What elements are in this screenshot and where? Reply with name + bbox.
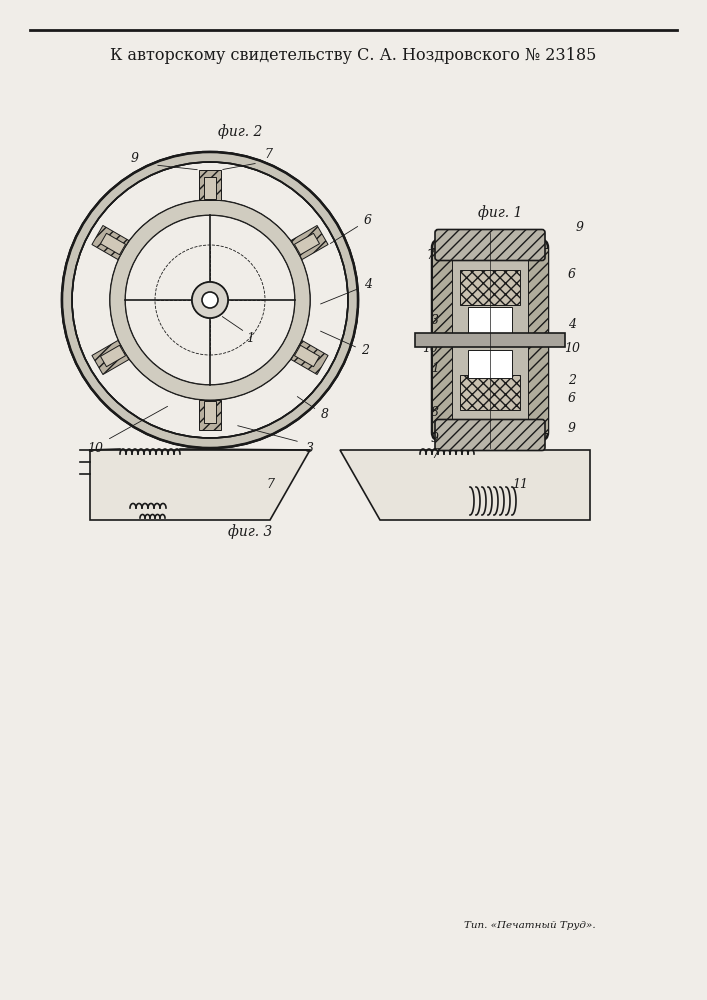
Text: 7: 7 <box>431 448 439 462</box>
Polygon shape <box>90 450 310 520</box>
Text: 6: 6 <box>364 214 372 227</box>
FancyBboxPatch shape <box>435 230 545 260</box>
Text: 9: 9 <box>576 221 584 234</box>
Text: 9: 9 <box>568 422 576 434</box>
Polygon shape <box>204 401 216 423</box>
Text: 7: 7 <box>264 148 272 161</box>
Polygon shape <box>291 340 328 375</box>
Text: 8: 8 <box>321 408 329 422</box>
Text: 2: 2 <box>361 344 369 357</box>
Text: 9: 9 <box>431 432 439 444</box>
Text: 1: 1 <box>431 361 439 374</box>
Text: 6: 6 <box>568 391 576 404</box>
Polygon shape <box>291 225 328 260</box>
Text: 4: 4 <box>568 318 576 332</box>
Polygon shape <box>199 400 221 430</box>
Text: Тип. «Печатный Труд».: Тип. «Печатный Труд». <box>464 920 596 930</box>
Bar <box>468 307 512 335</box>
Polygon shape <box>204 177 216 199</box>
Text: 8: 8 <box>431 406 439 418</box>
Text: 6: 6 <box>568 268 576 282</box>
Text: К авторскому свидетельству С. А. Ноздровского № 23185: К авторскому свидетельству С. А. Ноздров… <box>110 46 596 64</box>
FancyBboxPatch shape <box>432 239 548 440</box>
Text: 11: 11 <box>512 479 528 491</box>
Polygon shape <box>92 225 129 260</box>
Bar <box>415 333 565 347</box>
Text: 3: 3 <box>431 314 439 326</box>
Text: фиг. 2: фиг. 2 <box>218 125 262 139</box>
Text: 4: 4 <box>364 278 372 292</box>
Circle shape <box>192 282 228 318</box>
Polygon shape <box>295 233 320 255</box>
Text: фиг. 1: фиг. 1 <box>478 205 522 220</box>
Polygon shape <box>199 170 221 200</box>
Polygon shape <box>92 340 129 375</box>
Text: 3: 3 <box>306 442 314 454</box>
Bar <box>528 247 548 432</box>
Bar <box>468 350 512 378</box>
Text: 7: 7 <box>266 479 274 491</box>
Bar <box>460 375 520 410</box>
Bar <box>432 247 452 432</box>
Text: 10: 10 <box>564 342 580 355</box>
Text: 1: 1 <box>246 332 254 344</box>
Bar <box>460 270 520 305</box>
Text: 10: 10 <box>87 442 103 454</box>
Circle shape <box>202 292 218 308</box>
Text: 10: 10 <box>422 342 438 355</box>
Text: 2: 2 <box>568 373 576 386</box>
Polygon shape <box>100 233 126 255</box>
Text: 9: 9 <box>131 151 139 164</box>
FancyBboxPatch shape <box>435 420 545 450</box>
Polygon shape <box>295 345 320 367</box>
Text: фиг. 3: фиг. 3 <box>228 525 272 539</box>
Polygon shape <box>100 345 126 367</box>
Text: 7: 7 <box>426 249 434 262</box>
Polygon shape <box>340 450 590 520</box>
